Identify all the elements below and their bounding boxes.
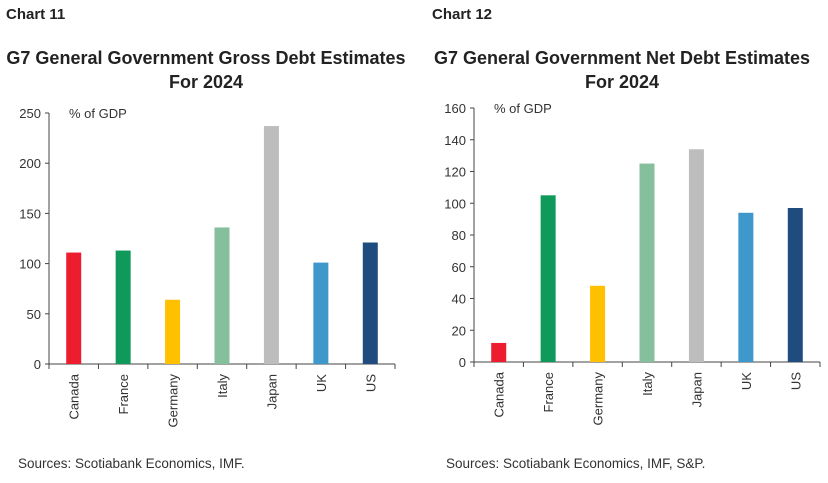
bar-italy [214,227,230,364]
y-tick-label: 0 [34,357,41,372]
bar-uk [313,262,329,364]
bar-us [787,208,803,362]
bar-germany [590,285,606,362]
y-axis-label: % of GDP [494,101,552,116]
x-tick-label: UK [314,374,329,392]
y-tick-label: 20 [452,323,466,338]
x-tick-label: Canada [492,371,507,417]
chart-11-title: G7 General Government Gross Debt Estimat… [6,48,406,92]
y-tick-label: 100 [19,257,41,272]
x-tick-label: Japan [264,374,279,409]
bar-france [540,195,556,362]
y-tick-label: 100 [444,196,466,211]
x-tick-label: US [788,372,803,390]
x-tick-label: Canada [67,373,82,419]
bar-france [115,250,131,364]
y-tick-label: 200 [19,156,41,171]
y-tick-label: 60 [452,260,466,275]
y-tick-label: 140 [444,133,466,148]
y-tick-label: 80 [452,228,466,243]
x-tick-label: Italy [215,374,230,398]
y-tick-label: 50 [27,307,41,322]
bar-japan [263,126,279,364]
chart-11-source: Sources: Scotiabank Economics, IMF. [18,456,245,471]
y-tick-label: 160 [444,101,466,116]
x-tick-label: Germany [166,374,181,428]
bar-japan [688,149,704,362]
chart-11-label: Chart 11 [6,6,66,23]
x-tick-label: France [116,374,131,414]
x-tick-label: France [541,372,556,412]
chart-12-source: Sources: Scotiabank Economics, IMF, S&P. [446,456,706,471]
x-tick-label: Japan [689,372,704,407]
y-tick-label: 0 [459,355,466,370]
bar-canada [66,252,82,364]
x-tick-label: Germany [591,372,606,426]
chart-12-label: Chart 12 [432,6,493,23]
y-tick-label: 120 [444,165,466,180]
y-tick-label: 250 [19,106,41,121]
bar-italy [639,163,655,362]
y-axis-label: % of GDP [69,106,127,121]
x-tick-label: UK [739,372,754,390]
bar-us [362,242,378,364]
x-tick-label: Italy [640,372,655,396]
bar-germany [165,299,181,364]
bar-uk [738,212,754,362]
x-tick-label: US [363,374,378,392]
bar-canada [491,342,507,362]
y-tick-label: 40 [452,292,466,307]
chart-12-title: G7 General Government Net Debt Estimates… [433,48,811,92]
y-tick-label: 150 [19,206,41,221]
